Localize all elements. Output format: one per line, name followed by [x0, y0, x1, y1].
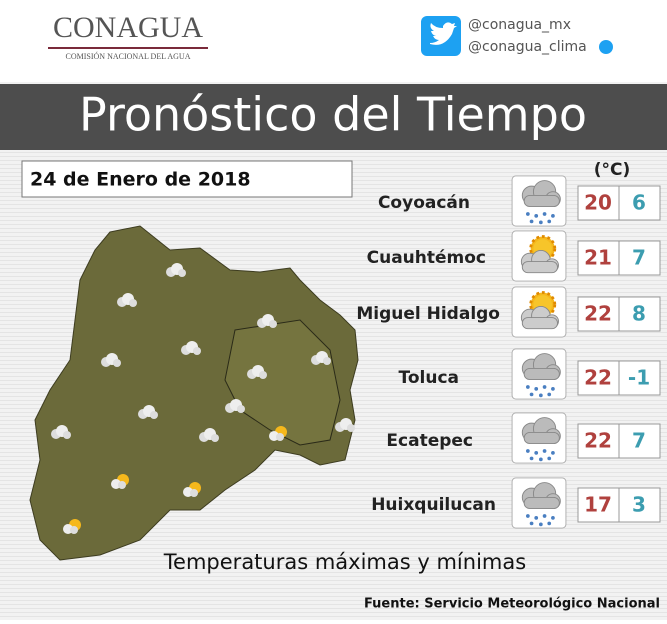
- min-temp: -1: [628, 366, 650, 390]
- title: Pronóstico del Tiempo: [79, 88, 587, 142]
- max-temp: 21: [584, 246, 612, 270]
- max-temp: 17: [584, 493, 612, 517]
- logo-title: CONAGUA: [53, 11, 203, 44]
- city: Cuauhtémoc: [367, 248, 486, 268]
- max-temp: 22: [584, 429, 612, 453]
- max-temp: 22: [584, 302, 612, 326]
- date: 24 de Enero de 2018: [30, 169, 251, 191]
- social-handle: @conagua_clima: [468, 39, 587, 55]
- forecast-rows: Coyoacán Cuauhtémoc Miguel Hidalgo Toluc…: [356, 175, 567, 529]
- map-region: [224, 319, 341, 446]
- max-temp: 20: [584, 191, 612, 215]
- min-temp: 8: [632, 302, 646, 326]
- weather-icon: [511, 230, 567, 282]
- city: Ecatepec: [386, 431, 473, 451]
- map: [29, 225, 359, 561]
- weather-icon: [511, 286, 567, 338]
- unit: (°C): [594, 160, 631, 180]
- min-temp: 7: [632, 246, 646, 270]
- logo-subtitle: COMISIÓN NACIONAL DEL AGUA: [66, 51, 191, 61]
- logo-rule: [48, 47, 208, 49]
- title-band: [0, 84, 667, 150]
- city: Miguel Hidalgo: [356, 304, 500, 324]
- min-temp: 3: [632, 493, 646, 517]
- city: Huixquilucan: [371, 495, 496, 515]
- weather-icon: [511, 477, 567, 529]
- min-temp: 7: [632, 429, 646, 453]
- header: [0, 0, 667, 82]
- footer-subtitle: Temperaturas máximas y mínimas: [163, 550, 526, 574]
- max-temp: 22: [584, 366, 612, 390]
- min-temp: 6: [632, 191, 646, 215]
- social-handle: @conagua_mx: [468, 17, 571, 33]
- weather-icon: [511, 412, 567, 464]
- city: Toluca: [399, 368, 460, 388]
- temperatures: 20 6 21 7 22 8 22 -1 22 7 17 3: [577, 185, 661, 523]
- weather-icon: [511, 175, 567, 227]
- date-box: [21, 160, 353, 198]
- twitter-bird: [430, 22, 457, 45]
- weather-icon: [511, 348, 567, 400]
- source: Fuente: Servicio Meteorológico Nacional: [364, 597, 660, 612]
- city: Coyoacán: [378, 193, 470, 213]
- verified-badge: [599, 40, 613, 54]
